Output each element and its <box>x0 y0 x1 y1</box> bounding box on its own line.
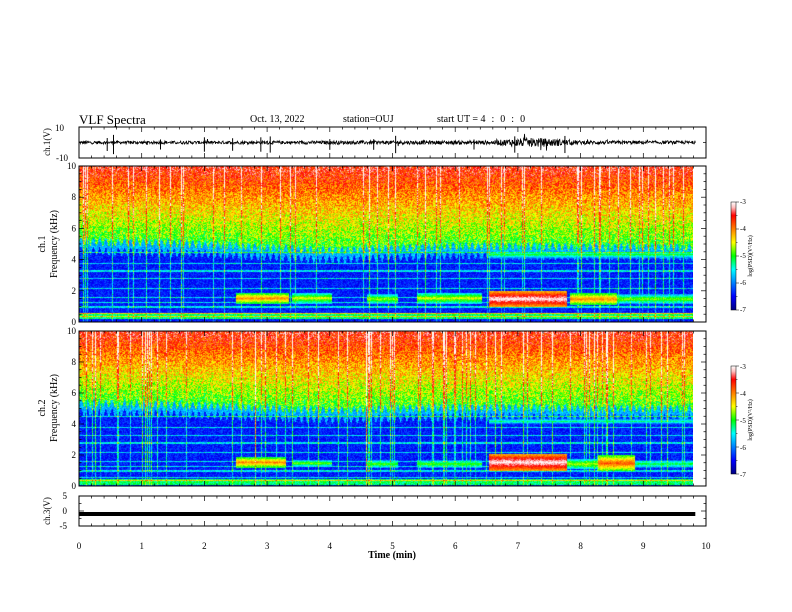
ch1-ytick-label-bottom: -10 <box>56 153 68 163</box>
ch2-spectrogram-image <box>79 331 693 486</box>
ch1-spectrogram-ylabel: Frequency (kHz) <box>49 210 60 278</box>
figure-title: VLF Spectra <box>79 112 146 127</box>
freq-tick-label: 8 <box>72 192 77 202</box>
freq-tick-label: 0 <box>72 317 77 327</box>
freq-tick-label: 2 <box>72 450 77 460</box>
station-label: station=OUJ <box>343 114 394 125</box>
ch1-colorbar-tick-3: -5 <box>740 252 746 260</box>
ch1-colorbar <box>730 201 737 311</box>
freq-tick-label: 2 <box>72 286 77 296</box>
freq-tick-label: 6 <box>72 388 77 398</box>
ch2-spectrogram-channel-label: ch.2 <box>37 400 48 417</box>
ch1-waveform-ylabel: ch.1(V) <box>42 128 52 156</box>
observation-date: Oct. 13, 2022 <box>250 114 305 125</box>
time-tick-label: 1 <box>139 541 144 551</box>
start-time: start UT = 4:0:0 <box>437 114 526 125</box>
freq-tick-label: 10 <box>67 326 77 336</box>
time-tick-label: 9 <box>641 541 646 551</box>
ch1-waveform-yticks <box>79 126 706 159</box>
ch3-waveform-yticks <box>79 495 706 527</box>
ch2-colorbar-tick-top: -3 <box>740 363 746 371</box>
ch2-colorbar-tick-3: -5 <box>740 417 746 425</box>
time-tick-label: 10 <box>702 541 712 551</box>
freq-tick-label: 4 <box>72 255 77 265</box>
time-tick-label: 7 <box>516 541 521 551</box>
ch1-colorbar-label: log(PSD)(V²/Hz) <box>747 235 754 276</box>
time-tick-label: 3 <box>265 541 270 551</box>
ch1-colorbar-tick-4: -6 <box>740 279 746 287</box>
ch2-colorbar-tick-bottom: -7 <box>740 471 746 479</box>
time-axis-label: Time (min) <box>368 550 416 561</box>
ch1-colorbar-tick-top: -3 <box>740 198 746 206</box>
ch1-colorbar-ticks <box>736 201 739 311</box>
time-tick-label: 8 <box>578 541 583 551</box>
ch3-ytick-label-top: 5 <box>63 491 68 501</box>
ch1-spectrogram-canvas <box>79 166 693 322</box>
start-time-label: start UT = <box>437 114 479 125</box>
freq-tick-label: 0 <box>72 481 77 491</box>
ch1-spectrogram-channel-label: ch.1 <box>37 236 48 253</box>
ch1-waveform-trace <box>78 133 696 151</box>
time-axis-tick-labels: 0 1 2 3 4 5 6 7 8 9 10 <box>77 541 711 551</box>
start-second: 0 <box>520 114 526 125</box>
ch1-spectrogram-panel: 0 2 4 6 8 10 ch.1 Frequency (kHz) -3 -4 -5 -6… <box>37 161 754 327</box>
freq-tick-label: 4 <box>72 419 77 429</box>
ch2-spectrogram-panel: 0 2 4 6 8 10 ch.2 Frequency (kHz) -3 -4 -5 -6… <box>37 326 754 491</box>
start-hour: 4 <box>480 114 486 125</box>
ch2-colorbar-tick-2: -4 <box>740 390 746 398</box>
ch2-spectrogram-yticks: 0 2 4 6 8 10 <box>67 326 706 491</box>
freq-tick-label: 6 <box>72 223 77 233</box>
freq-tick-label: 10 <box>67 161 77 171</box>
ch2-colorbar <box>730 365 737 475</box>
ch1-colorbar-tick-2: -4 <box>740 225 746 233</box>
start-minute: 0 <box>500 114 506 125</box>
ch3-ytick-label-bottom: -5 <box>60 521 68 531</box>
ch2-colorbar-label: log(PSD)(V²/Hz) <box>747 399 754 440</box>
time-axis-ticks <box>78 127 707 526</box>
time-tick-label: 6 <box>453 541 458 551</box>
ch3-waveform-ylabel: ch.3(V) <box>42 497 52 525</box>
ch3-ytick-label-mid: 0 <box>63 506 68 516</box>
ch1-waveform-spikes <box>106 134 566 155</box>
time-tick-label: 5 <box>390 541 395 551</box>
ch1-spectrogram-image <box>79 166 693 322</box>
freq-tick-label: 8 <box>72 357 77 367</box>
time-tick-label: 2 <box>202 541 207 551</box>
time-tick-label: 0 <box>77 541 82 551</box>
ch2-spectrogram-canvas <box>79 331 693 486</box>
time-tick-label: 4 <box>328 541 333 551</box>
ch2-spectrogram-ylabel: Frequency (kHz) <box>49 374 60 442</box>
ch1-ytick-label-top: 10 <box>55 123 65 133</box>
ch3-waveform-trace <box>79 512 696 516</box>
ch2-colorbar-ticks <box>736 365 739 475</box>
ch2-colorbar-tick-4: -6 <box>740 444 746 452</box>
ch1-spectrogram-yticks: 0 2 4 6 8 10 <box>67 161 706 327</box>
ch1-colorbar-tick-bottom: -7 <box>740 306 746 314</box>
